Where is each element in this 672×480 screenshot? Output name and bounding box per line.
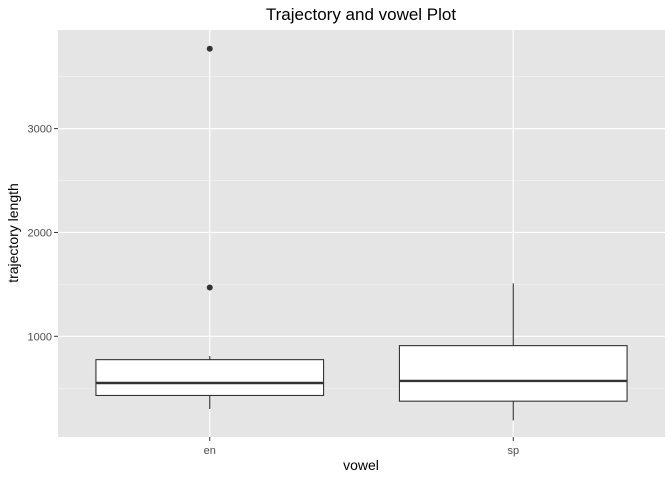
box-en: [95, 45, 325, 409]
x-tick-label: sp: [507, 445, 519, 457]
y-tick-label: 1000: [28, 331, 52, 343]
outlier-point: [206, 284, 213, 291]
y-tick-label: 3000: [28, 124, 52, 136]
x-tick-label: en: [204, 445, 216, 457]
box-iqr: [95, 359, 325, 397]
x-axis-title: vowel: [343, 457, 379, 473]
box-group: [95, 45, 628, 421]
x-axis: en sp: [204, 437, 519, 457]
outlier-point: [206, 45, 213, 52]
y-tick-label: 2000: [28, 227, 52, 239]
grid-lines: [58, 30, 665, 437]
box-sp: [398, 283, 628, 421]
box-iqr: [398, 345, 628, 402]
y-axis: 1000 2000 3000: [28, 124, 58, 343]
y-axis-title: trajectory length: [5, 183, 21, 283]
chart-title: Trajectory and vowel Plot: [266, 5, 457, 24]
